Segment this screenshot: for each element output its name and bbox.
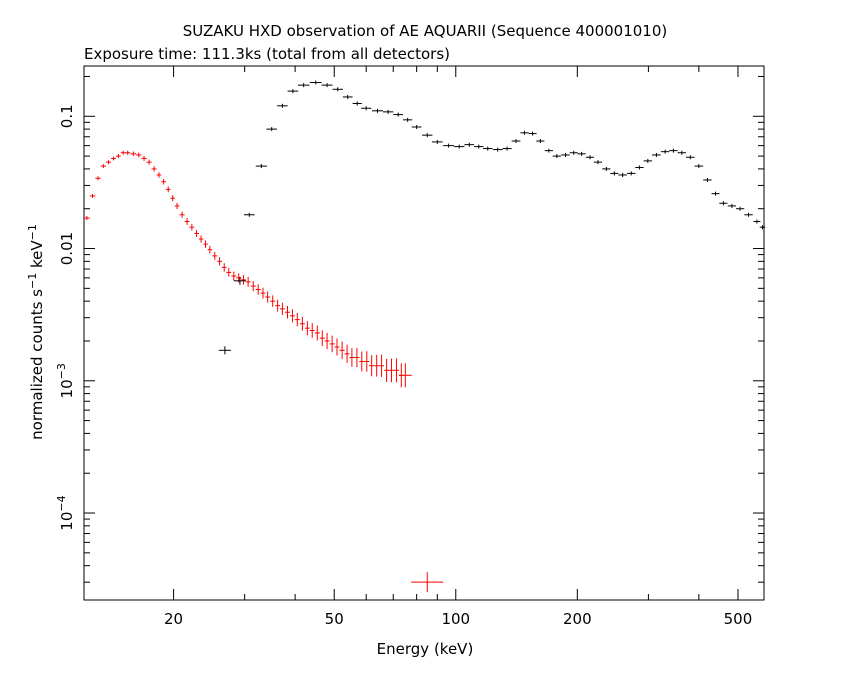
axes-frame	[83, 65, 765, 601]
data-marks	[84, 80, 766, 593]
y-tick-label: 0.01	[58, 232, 76, 265]
plot-frame	[83, 65, 765, 601]
x-tick-label: 200	[563, 610, 592, 628]
x-tick-label: 500	[724, 610, 753, 628]
y-tick-label-text: 0.01	[58, 232, 76, 265]
x-axis-label: Energy (keV)	[376, 640, 474, 658]
chart-title: SUZAKU HXD observation of AE AQUARII (Se…	[182, 22, 668, 40]
y-axis-label-exponent-2: −1	[26, 224, 39, 241]
y-axis-label-exponent-1: −1	[26, 272, 39, 290]
axis-ticks: 20 50 100 200 500 0.1 0.01 10−3 10−4	[55, 66, 764, 628]
y-tick-label: 10−4	[55, 495, 76, 530]
y-tick-label: 0.1	[58, 104, 76, 128]
x-tick-label: 100	[441, 610, 470, 628]
y-tick-label-text: 0.1	[58, 104, 76, 128]
x-tick-label: 50	[325, 610, 344, 628]
y-tick-label-text: 10−4	[55, 495, 76, 530]
y-tick-label-text: 10−3	[55, 363, 76, 398]
x-tick-label: 20	[164, 610, 183, 628]
y-axis-label-unit: keV	[28, 240, 46, 273]
y-axis-label: normalized counts s−1 keV−1	[26, 224, 46, 440]
y-tick-label: 10−3	[55, 363, 76, 398]
y-axis-label-prefix: normalized counts s	[28, 289, 46, 440]
chart-subtitle: Exposure time: 111.3ks (total from all d…	[84, 45, 451, 63]
